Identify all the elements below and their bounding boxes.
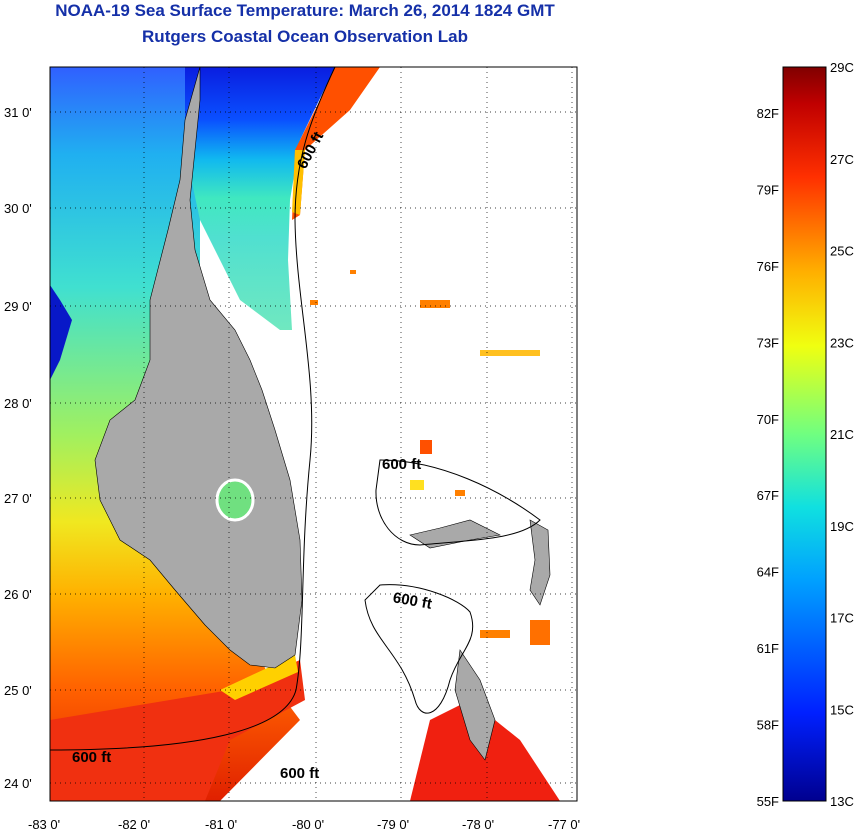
colorbar-celsius-label: 23C <box>830 335 854 350</box>
title-line-1: NOAA-19 Sea Surface Temperature: March 2… <box>55 1 555 20</box>
lon-label: -81 0' <box>205 817 237 832</box>
contour-label: 600 ft <box>392 589 434 613</box>
lat-label: 31 0' <box>4 105 32 120</box>
lon-label: -83 0' <box>28 817 60 832</box>
bay-water <box>220 655 298 700</box>
lon-label: -82 0' <box>118 817 150 832</box>
lon-label: -77 0' <box>548 817 580 832</box>
lat-label: 24 0' <box>4 776 32 791</box>
colorbar-fahrenheit-label: 79F <box>757 182 779 197</box>
colorbar-celsius-label: 19C <box>830 519 854 534</box>
contour-label: 600 ft <box>72 749 111 766</box>
colorbar-fahrenheit-label: 76F <box>757 259 779 274</box>
colorbar-celsius-label: 13C <box>830 794 854 809</box>
grand-bahama <box>409 519 501 549</box>
offshore-sst-patches <box>310 270 550 645</box>
lat-label: 25 0' <box>4 683 32 698</box>
lat-label: 26 0' <box>4 587 32 602</box>
lat-label: 27 0' <box>4 491 32 506</box>
colorbar-ticks: 29C 27C 25C 23C 21C 19C 17C 15C 13C 82F 79F 76F 73F 7… <box>757 60 854 809</box>
lat-label: 30 0' <box>4 201 32 216</box>
colorbar-fahrenheit-label: 82F <box>757 106 779 121</box>
colorbar-celsius-label: 21C <box>830 427 854 442</box>
lake-okeechobee <box>215 478 255 522</box>
gulf-stream-edge <box>292 67 380 220</box>
title-line-2: Rutgers Coastal Ocean Observation Lab <box>142 27 468 46</box>
contour-label: 600 ft <box>280 765 319 782</box>
colorbar-fahrenheit-label: 73F <box>757 335 779 350</box>
colorbar-celsius-label: 29C <box>830 60 854 75</box>
colorbar-celsius-label: 15C <box>830 702 854 717</box>
atlantic-shelf-sst-field <box>185 67 335 330</box>
depth-contours <box>49 66 541 751</box>
lat-label: 29 0' <box>4 299 32 314</box>
contour-label: 600 ft <box>382 456 421 473</box>
colorbar <box>782 66 827 802</box>
colorbar-fahrenheit-label: 55F <box>757 794 779 809</box>
colorbar-celsius-label: 17C <box>830 611 854 626</box>
colorbar-fahrenheit-label: 61F <box>757 641 779 656</box>
big-bend-cold-water <box>50 285 72 380</box>
colorbar-fahrenheit-label: 58F <box>757 718 779 733</box>
colorbar-celsius-label: 27C <box>830 152 854 167</box>
lon-label: -79 0' <box>377 817 409 832</box>
map-border <box>49 66 578 802</box>
lon-label: -80 0' <box>292 817 324 832</box>
lon-label: -78 0' <box>462 817 494 832</box>
colorbar-celsius-label: 25C <box>830 244 854 259</box>
lat-label: 28 0' <box>4 396 32 411</box>
colorbar-fahrenheit-label: 64F <box>757 565 779 580</box>
abaco-island <box>529 519 551 606</box>
colorbar-fahrenheit-label: 70F <box>757 412 779 427</box>
colorbar-fahrenheit-label: 67F <box>757 488 779 503</box>
